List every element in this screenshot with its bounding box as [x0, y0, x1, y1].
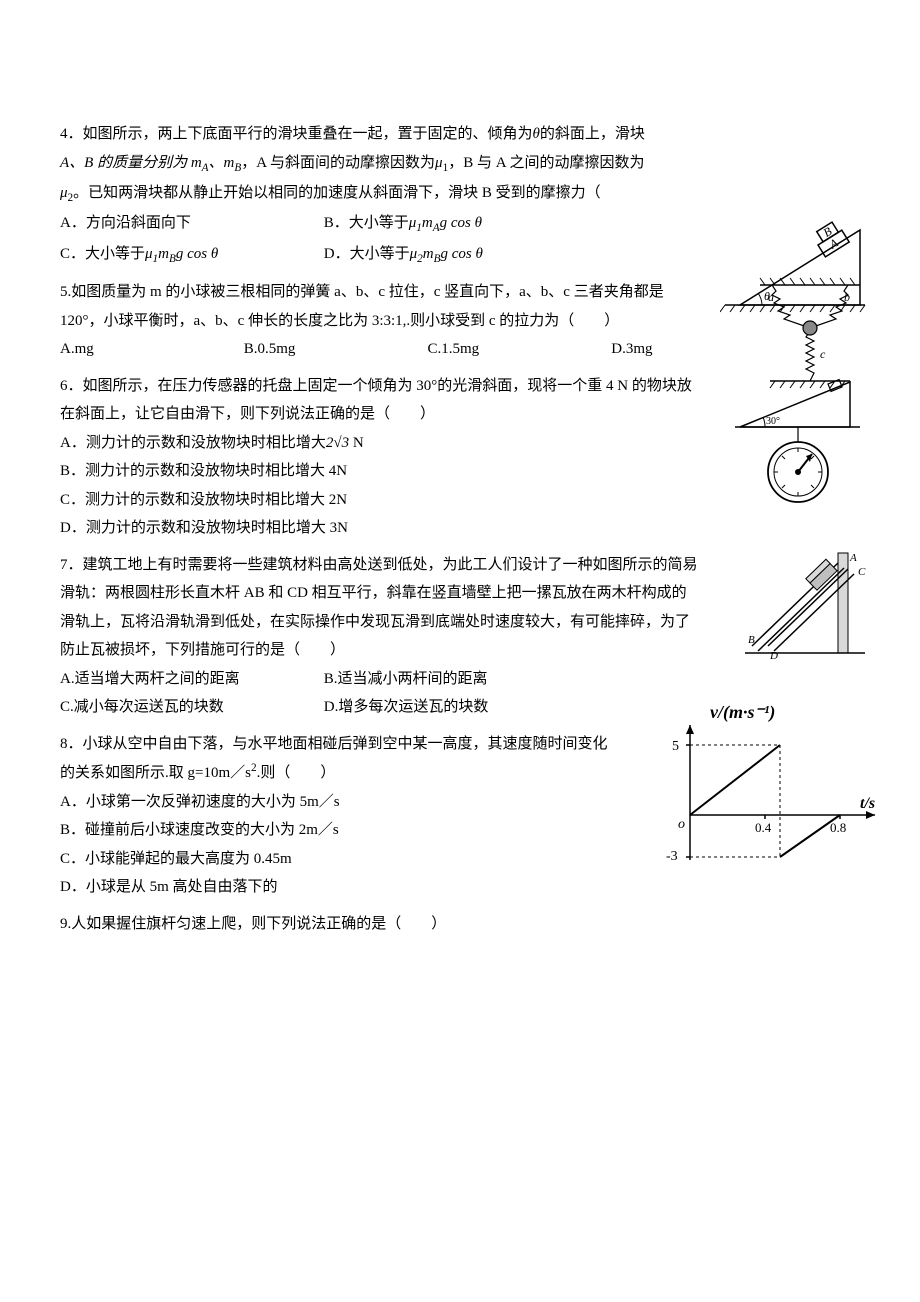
- q4-stem: 4．如图所示，两上下底面平行的滑块重叠在一起，置于固定的、倾角为θ的斜面上，滑块: [60, 120, 700, 149]
- q7-optD: D.增多每次运送瓦的块数: [324, 693, 584, 722]
- question-7: A C B D 7．建筑工地上有时需要将一些建筑材料由高处送到低处，为此工人们设…: [60, 551, 860, 722]
- q8-figure: v/(m·s⁻¹) t/s 5 -3 o 0.4 0.8: [650, 700, 890, 870]
- question-6: 30° 6．如图所示，在压力传感器的托盘上固定一个倾角为 30°的光滑斜面，现将…: [60, 372, 860, 543]
- theta-symbol: θ: [533, 126, 540, 142]
- q5-optD: D.3mg: [611, 335, 652, 364]
- svg-text:0.8: 0.8: [830, 820, 846, 835]
- question-5: a b c 5.如图质量为 m 的小球被三根相同的弹簧 a、b、c 拉住，c 竖…: [60, 278, 860, 364]
- q4-line3: μ2。已知两滑块都从静止开始以相同的加速度从斜面滑下，滑块 B 受到的摩擦力（: [60, 179, 700, 209]
- svg-text:C: C: [858, 566, 866, 578]
- q4-optC: C．大小等于μ1mBg cos θ: [60, 240, 320, 270]
- svg-text:30°: 30°: [766, 416, 780, 427]
- svg-text:D: D: [769, 650, 778, 661]
- q8-stem: 8．小球从空中自由下落，与水平地面相碰后弹到空中某一高度，其速度随时间变化的关系…: [60, 730, 610, 788]
- q6-optC: C．测力计的示数和没放物块时相比增大 2N: [60, 486, 700, 515]
- q5-options: A.mg B.0.5mg C.1.5mg D.3mg: [60, 335, 860, 364]
- q6-figure: 30°: [730, 372, 870, 512]
- q4-options-row1: A．方向沿斜面向下 B．大小等于μ1mAg cos θ: [60, 209, 700, 239]
- svg-text:B: B: [748, 634, 755, 646]
- q5-content: 5.如图质量为 m 的小球被三根相同的弹簧 a、b、c 拉住，c 竖直向下，a、…: [60, 278, 860, 335]
- q6-optA: A．测力计的示数和没放物块时相比增大2√3 N: [60, 429, 700, 458]
- q5-optA: A.mg: [60, 335, 200, 364]
- q4-options-row2: C．大小等于μ1mBg cos θ D．大小等于μ2mBg cos θ: [60, 240, 700, 270]
- q4-optD: D．大小等于μ2mBg cos θ: [324, 240, 584, 270]
- q5-optC: C.1.5mg: [428, 335, 568, 364]
- question-9: 9.人如果握住旗杆匀速上爬，则下列说法正确的是（ ）: [60, 910, 860, 939]
- q4-optB: B．大小等于μ1mAg cos θ: [324, 209, 584, 239]
- svg-text:0.4: 0.4: [755, 820, 772, 835]
- q6-stem: 6．如图所示，在压力传感器的托盘上固定一个倾角为 30°的光滑斜面，现将一个重 …: [60, 372, 700, 429]
- q7-optB: B.适当减小两杆间的距离: [324, 665, 584, 694]
- q7-figure: A C B D: [740, 551, 870, 661]
- svg-text:c: c: [820, 347, 826, 361]
- q4-line2: A、B 的质量分别为 mA、mB，A 与斜面间的动摩擦因数为μ1，B 与 A 之…: [60, 149, 700, 179]
- svg-text:5: 5: [672, 739, 679, 754]
- q9-stem: 9.人如果握住旗杆匀速上爬，则下列说法正确的是（ ）: [60, 910, 860, 939]
- question-4: A B θ 4．如图所示，两上下底面平行的滑块重叠在一起，置于固定的、倾角为θ的…: [60, 120, 860, 270]
- q5-optB: B.0.5mg: [244, 335, 384, 364]
- q7-stem: 7．建筑工地上有时需要将一些建筑材料由高处送到低处，为此工人们设计了一种如图所示…: [60, 551, 700, 665]
- svg-text:v/(m·s⁻¹): v/(m·s⁻¹): [710, 702, 775, 723]
- q7-optC: C.减小每次运送瓦的块数: [60, 693, 320, 722]
- q6-optD: D．测力计的示数和没放物块时相比增大 3N: [60, 514, 700, 543]
- q8-optD: D．小球是从 5m 高处自由落下的: [60, 873, 860, 902]
- q4-optA: A．方向沿斜面向下: [60, 209, 320, 238]
- svg-text:A: A: [849, 552, 857, 564]
- svg-text:-3: -3: [666, 849, 678, 864]
- question-8: v/(m·s⁻¹) t/s 5 -3 o 0.4 0.8: [60, 730, 860, 902]
- svg-text:o: o: [678, 817, 685, 832]
- q7-optA: A.适当增大两杆之间的距离: [60, 665, 320, 694]
- svg-text:b: b: [844, 290, 850, 304]
- svg-text:t/s: t/s: [860, 795, 875, 812]
- q6-optB: B．测力计的示数和没放物块时相比增大 4N: [60, 457, 700, 486]
- svg-text:a: a: [768, 290, 774, 304]
- q5-stem: 5.如图质量为 m 的小球被三根相同的弹簧 a、b、c 拉住，c 竖直向下，a、…: [60, 278, 700, 335]
